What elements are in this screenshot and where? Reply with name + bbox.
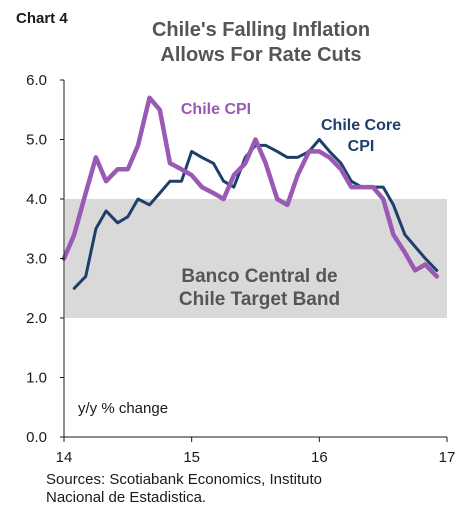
target-band-label-line2: Chile Target Band (179, 289, 340, 310)
chart-number-label: Chart 4 (16, 10, 68, 27)
x-tick-label: 17 (439, 449, 456, 466)
y-tick-label: 4.0 (26, 191, 47, 208)
y-tick-label: 3.0 (26, 251, 47, 268)
chile-cpi-label-line1: Chile CPI (181, 101, 251, 118)
chile-core-cpi-label-line2: CPI (348, 138, 375, 155)
y-tick-label: 2.0 (26, 310, 47, 327)
target-band-label-line1: Banco Central de (181, 266, 337, 287)
chart-title-line2: Allows For Rate Cuts (160, 44, 362, 66)
y-tick-label: 6.0 (26, 72, 47, 89)
y-axis-label: y/y % change (78, 400, 168, 417)
y-tick-label: 0.0 (26, 429, 47, 446)
y-tick-label: 5.0 (26, 132, 47, 149)
chile-core-cpi-line (72, 138, 439, 290)
target-band (65, 199, 447, 318)
source-line2: Nacional de Estadistica. (46, 489, 207, 506)
x-tick-label: 15 (183, 449, 200, 466)
y-tick-label: 1.0 (26, 370, 47, 387)
chile-core-cpi-label-line1: Chile Core (321, 117, 401, 134)
chart-title-line1: Chile's Falling Inflation (151, 19, 371, 41)
source-line1: Sources: Scotiabank Economics, Instituto (46, 471, 322, 488)
source-note: Sources: Scotiabank Economics, Instituto… (46, 471, 456, 507)
x-tick-label: 16 (311, 449, 328, 466)
chile-cpi-line (61, 95, 440, 279)
x-tick-label: 14 (56, 449, 73, 466)
